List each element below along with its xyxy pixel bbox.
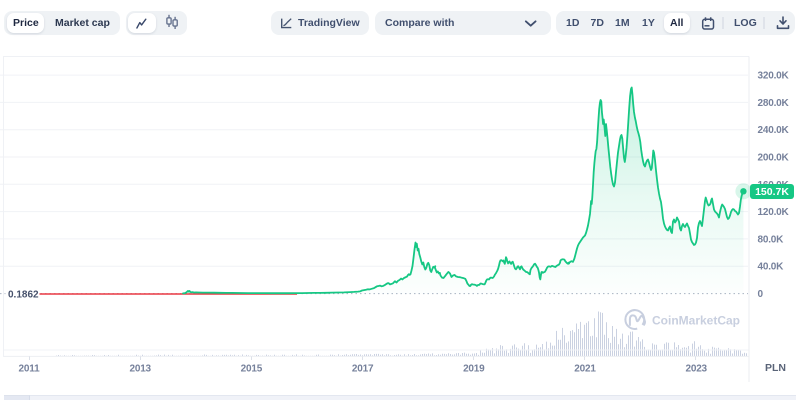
svg-text:2019: 2019 xyxy=(463,364,485,375)
svg-text:150.7K: 150.7K xyxy=(755,186,789,198)
svg-text:80.0K: 80.0K xyxy=(758,234,785,245)
svg-text:200.0K: 200.0K xyxy=(758,153,790,164)
svg-text:320.0K: 320.0K xyxy=(758,71,790,82)
svg-text:240.0K: 240.0K xyxy=(758,125,790,136)
svg-text:0: 0 xyxy=(758,289,764,300)
svg-text:2017: 2017 xyxy=(352,364,374,375)
svg-text:2013: 2013 xyxy=(129,364,151,375)
svg-text:120.0K: 120.0K xyxy=(758,207,790,218)
svg-text:2021: 2021 xyxy=(574,364,596,375)
svg-text:0.1862: 0.1862 xyxy=(8,289,39,300)
svg-text:2011: 2011 xyxy=(19,364,41,375)
svg-text:PLN: PLN xyxy=(765,362,786,374)
svg-text:2015: 2015 xyxy=(241,364,263,375)
svg-text:280.0K: 280.0K xyxy=(758,98,790,109)
svg-text:40.0K: 40.0K xyxy=(758,262,785,273)
svg-text:CoinMarketCap: CoinMarketCap xyxy=(652,314,740,328)
svg-text:2023: 2023 xyxy=(685,364,707,375)
